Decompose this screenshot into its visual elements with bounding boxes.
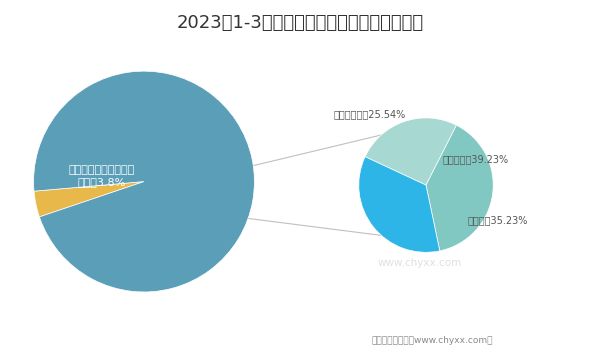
Wedge shape	[365, 118, 457, 185]
Text: 陕西省客运总量占全国
比重为3.8%: 陕西省客运总量占全国 比重为3.8%	[69, 165, 135, 187]
Text: 公共汽电车39.23%: 公共汽电车39.23%	[443, 155, 509, 164]
Text: 轨道交通35.23%: 轨道交通35.23%	[467, 215, 528, 225]
Text: 制图：智研咨询（www.chyxx.com）: 制图：智研咨询（www.chyxx.com）	[371, 336, 493, 345]
Wedge shape	[359, 157, 440, 252]
Wedge shape	[34, 182, 144, 217]
Wedge shape	[34, 71, 254, 292]
Wedge shape	[426, 125, 493, 251]
Text: 巡游出租汽车25.54%: 巡游出租汽车25.54%	[334, 110, 406, 120]
Text: www.chyxx.com: www.chyxx.com	[378, 258, 462, 268]
Text: 2023年1-3月陕西省累计客运总量分类统计图: 2023年1-3月陕西省累计客运总量分类统计图	[176, 14, 424, 32]
